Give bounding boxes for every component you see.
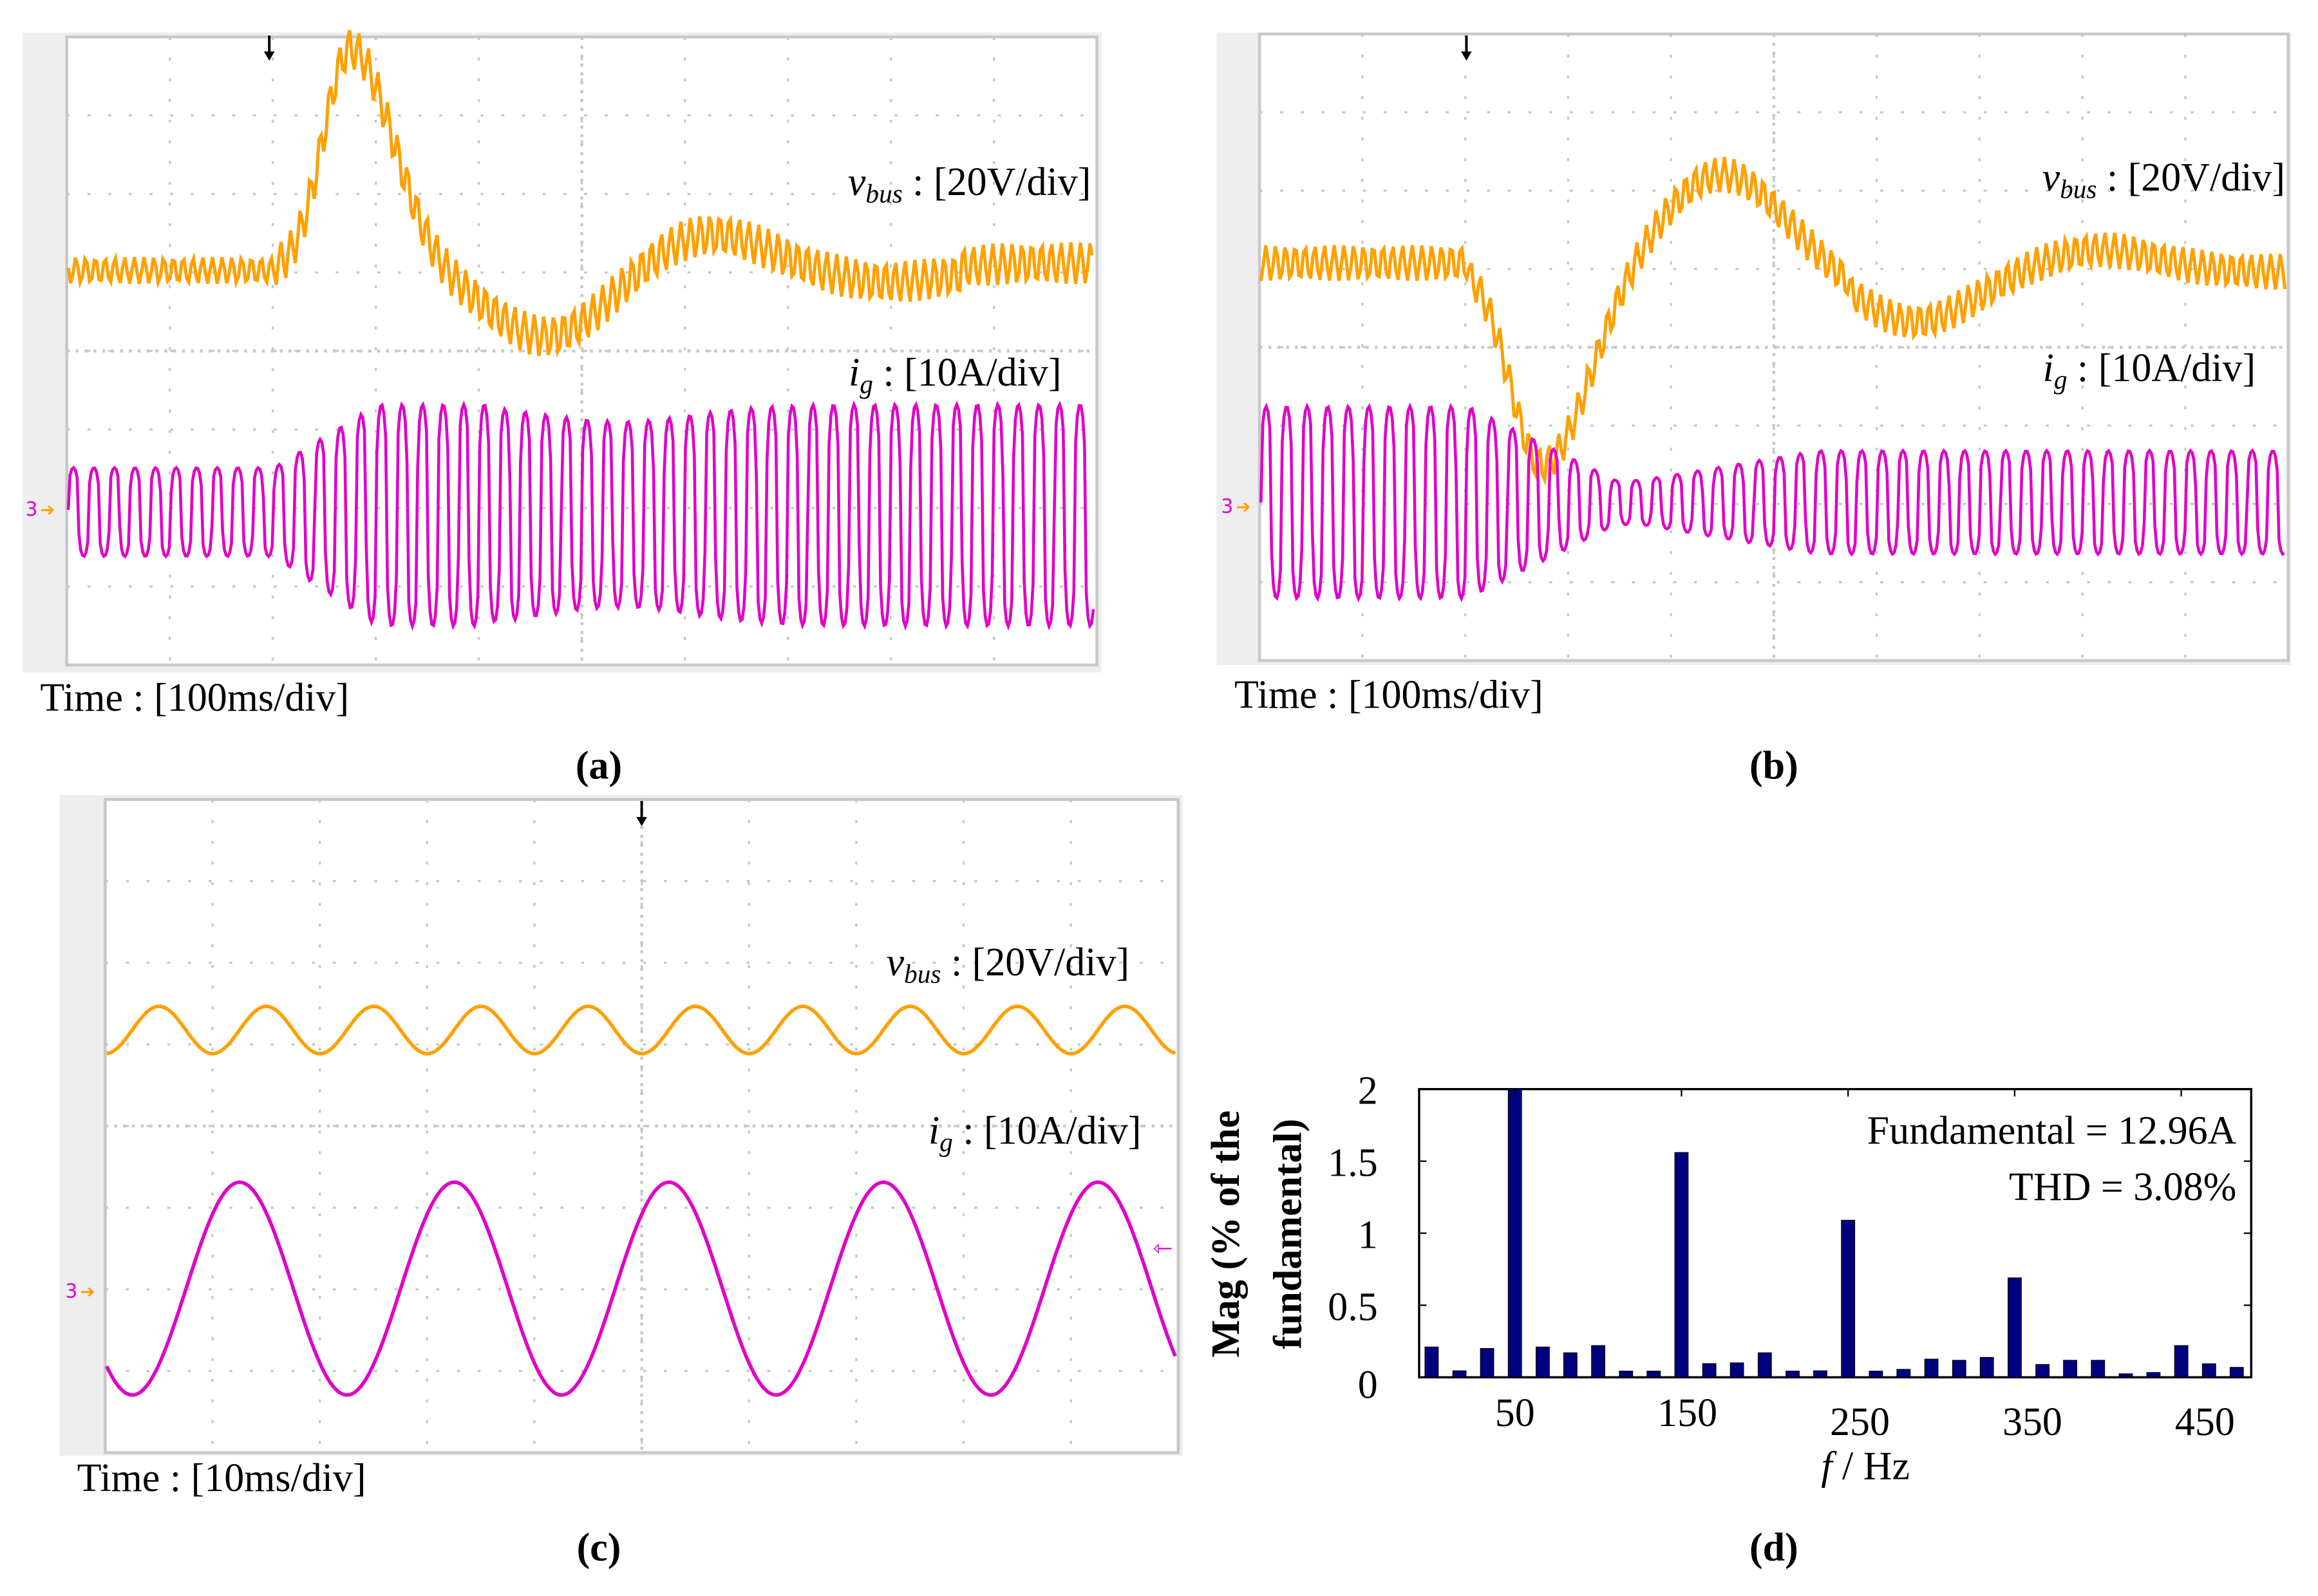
bar-283.3hz (1896, 1369, 1911, 1378)
vbus-scale-label: vbus : [20V/div] (848, 160, 1091, 208)
y-tick-label: 0.5 (1328, 1285, 1377, 1329)
panel-caption: (c) (577, 1526, 621, 1570)
bar-366.7hz (2035, 1364, 2050, 1378)
y-tick-label: 0 (1358, 1363, 1378, 1407)
ig-trace (1259, 402, 2285, 603)
bar-316.7hz (1952, 1360, 1966, 1378)
channel-marker-arrow-icon: ➔ (40, 500, 55, 520)
y-axis-label-line2: fundamental) (1266, 1119, 1310, 1349)
annotation-fundamental: Fundamental = 12.96A (1867, 1109, 2237, 1153)
x-tick-label: 150 (1657, 1391, 1717, 1435)
panel-caption: (b) (1749, 744, 1798, 788)
bar-266.7hz (1869, 1371, 1883, 1378)
panel-caption: (d) (1749, 1526, 1798, 1570)
plot-area (1418, 1087, 2253, 1379)
bar-183.3hz (1729, 1362, 1744, 1378)
vbus-scale-label: vbus : [20V/div] (887, 941, 1130, 988)
bar-83.3hz (1563, 1352, 1578, 1378)
y-axis-label-line1: Mag (% of the (1204, 1111, 1248, 1358)
bar-383.3hz (2063, 1360, 2077, 1378)
bar-333.3hz (1979, 1357, 1994, 1378)
ig-scale-label: ig : [10A/div] (2043, 346, 2256, 394)
channel-marker-arrow-icon: ➔ (1236, 496, 1250, 517)
y-tick-label: 2 (1358, 1069, 1378, 1113)
x-tick-label: 450 (2175, 1400, 2235, 1444)
bar-16.7hz (1452, 1370, 1467, 1378)
channel-marker-arrow-icon: ➔ (80, 1281, 95, 1302)
ig-scale-label: ig : [10A/div] (849, 351, 1061, 399)
time-scale-label: Time : [100ms/div] (1234, 673, 1543, 717)
scope-grid (105, 799, 1178, 1453)
bar-150hz (1674, 1152, 1689, 1378)
ig-trace (105, 1180, 1177, 1397)
bar-100hz (1591, 1345, 1606, 1378)
bar-300hz (1924, 1358, 1939, 1378)
bar-433.3hz (2146, 1372, 2161, 1378)
bar-33.3hz (1480, 1347, 1494, 1378)
channel-marker: 3 (25, 498, 37, 521)
panel-caption: (a) (576, 744, 622, 788)
ref-marker-arrow-icon: ⇽ (1153, 1234, 1173, 1262)
bar-233.3hz (1813, 1370, 1827, 1378)
bar-450hz (2174, 1345, 2189, 1378)
bar-350hz (2007, 1277, 2022, 1378)
bar-200hz (1757, 1352, 1772, 1378)
scope-panel-a: 🠗 3 ➔ vbus : [20V/div] ig : [10A/div] Ti… (22, 30, 1102, 788)
channel-marker: 3 (65, 1280, 77, 1302)
bar-483.3hz (2229, 1367, 2244, 1378)
bar-133.3hz (1646, 1371, 1661, 1378)
channel-marker: 3 (1221, 495, 1233, 518)
trigger-arrow-icon: 🠗 (1460, 30, 1474, 66)
scope-grid (1259, 33, 2288, 661)
bar-250hz (1841, 1219, 1856, 1378)
scope-panel-b: 🠗 3 ➔ vbus : [20V/div] ig : [10A/div] Ti… (1216, 30, 2292, 788)
trigger-arrow-icon: 🠗 (262, 30, 276, 66)
trigger-arrow-icon: 🠗 (635, 796, 649, 832)
x-axis-label: f / Hz (1821, 1445, 1910, 1488)
y-tick-label: 1 (1358, 1213, 1378, 1257)
bar-166.7hz (1702, 1363, 1717, 1378)
bar-0hz (1424, 1346, 1439, 1378)
vbus-trace (66, 30, 1094, 358)
ig-trace (66, 400, 1095, 631)
vbus-trace (1259, 156, 2287, 486)
y-tick-label: 1.5 (1328, 1141, 1377, 1185)
bar-216.7hz (1786, 1371, 1800, 1378)
annotation-thd: THD = 3.08% (2009, 1165, 2236, 1209)
time-scale-label: Time : [100ms/div] (40, 676, 349, 720)
scope-panel-c: 🠗 3 ➔ ⇽ vbus : [20V/div] ig : [10A/div] … (59, 794, 1183, 1570)
vbus-trace (106, 1004, 1176, 1056)
vbus-scale-label: vbus : [20V/div] (2042, 156, 2286, 203)
x-tick-label: 50 (1495, 1391, 1535, 1435)
bar-416.7hz (2118, 1373, 2133, 1378)
bar-400hz (2091, 1360, 2106, 1378)
bar-116.7hz (1619, 1371, 1634, 1378)
time-scale-label: Time : [10ms/div] (77, 1456, 366, 1500)
bar-50hz (1507, 1089, 1522, 1378)
bar-66.7hz (1536, 1346, 1550, 1378)
ig-scale-label: ig : [10A/div] (928, 1109, 1141, 1157)
x-tick-label: 350 (2002, 1400, 2062, 1444)
x-tick-label: 250 (1830, 1400, 1890, 1444)
bar-466.7hz (2201, 1363, 2216, 1378)
